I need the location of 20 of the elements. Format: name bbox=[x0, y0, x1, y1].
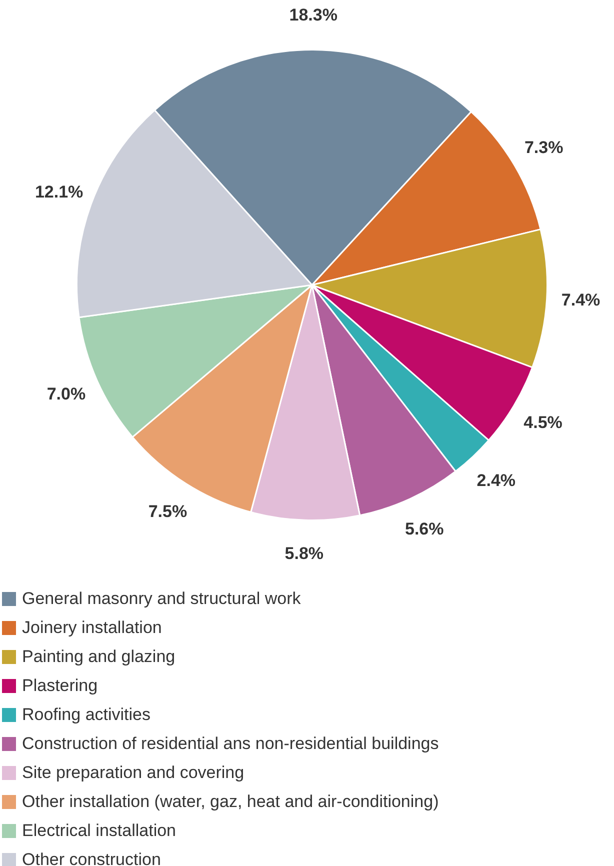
data-label: 18.3% bbox=[289, 5, 338, 24]
legend-label: Construction of residential ans non-residential buildings bbox=[22, 734, 439, 754]
data-label: 7.5% bbox=[148, 502, 188, 522]
legend-label: Joinery installation bbox=[22, 618, 162, 638]
data-label: 5.8% bbox=[284, 544, 324, 563]
legend-label: Other installation (water, gaz, heat and air-conditioning) bbox=[22, 792, 439, 812]
legend-label: Other construction bbox=[22, 850, 161, 866]
data-label: 2.4% bbox=[476, 471, 516, 490]
data-label: 4.5% bbox=[524, 412, 562, 432]
legend-label: Roofing activities bbox=[22, 704, 151, 724]
legend-label: Plastering bbox=[22, 676, 98, 696]
legend-label: Site preparation and covering bbox=[22, 762, 244, 782]
data-label: 7.3% bbox=[524, 138, 564, 157]
legend-label: General masonry and structural work bbox=[22, 588, 301, 608]
data-label: 5.6% bbox=[405, 519, 444, 538]
data-label: 12.1% bbox=[34, 182, 84, 202]
data-label: 7.0% bbox=[46, 384, 86, 404]
legend-label: Painting and glazing bbox=[22, 646, 176, 666]
legend-label: Electrical installation bbox=[22, 820, 176, 840]
data-label: 7.4% bbox=[561, 290, 600, 310]
